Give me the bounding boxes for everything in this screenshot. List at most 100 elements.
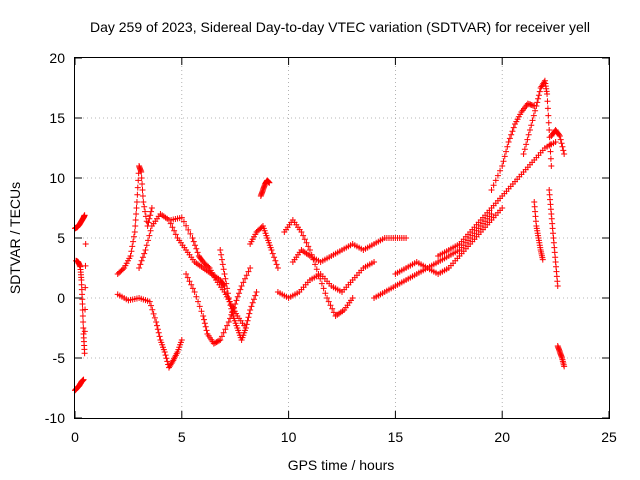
data-point [227, 302, 234, 309]
data-point [156, 333, 163, 340]
data-point [82, 262, 89, 269]
series-arc-w [554, 343, 568, 370]
data-point [146, 298, 153, 305]
y-tick-label: 20 [49, 50, 65, 66]
data-point [178, 337, 185, 343]
data-point [80, 319, 87, 325]
data-point [509, 128, 516, 135]
data-point [541, 79, 548, 86]
data-point [138, 175, 145, 181]
data-point [161, 349, 168, 355]
data-point [225, 319, 232, 325]
data-point [327, 302, 334, 309]
data-point [147, 212, 154, 219]
grid-lines [75, 58, 609, 418]
data-point [488, 187, 495, 193]
data-point [129, 243, 136, 250]
data-point [218, 256, 225, 263]
data-point [183, 222, 190, 229]
data-point [349, 295, 356, 301]
data-point [559, 143, 566, 150]
plot-frame [74, 57, 610, 419]
data-point [226, 298, 233, 305]
data-point [221, 271, 228, 277]
data-point [253, 289, 260, 295]
data-point [228, 305, 235, 312]
data-point [148, 302, 155, 309]
data-point [222, 326, 229, 333]
data-point [219, 261, 226, 268]
data-point [143, 242, 150, 249]
data-point [146, 232, 153, 239]
data-point [133, 199, 140, 205]
data-point [162, 352, 169, 359]
series-arc-k [257, 177, 273, 199]
data-point [172, 231, 179, 238]
data-point [225, 295, 232, 301]
data-point [548, 163, 555, 169]
data-point [499, 205, 506, 211]
data-point [544, 105, 551, 112]
data-point [200, 313, 207, 319]
data-point [313, 266, 320, 273]
data-point [535, 95, 542, 102]
data-point [217, 337, 224, 343]
data-point [130, 233, 137, 240]
data-point [250, 296, 257, 303]
data-point [81, 212, 88, 219]
data-point [558, 140, 565, 147]
data-point [192, 242, 199, 249]
data-point [315, 271, 322, 277]
series-arc-c [73, 241, 89, 357]
data-point [268, 247, 275, 253]
data-point [131, 229, 138, 235]
y-tick-label: 15 [49, 110, 65, 126]
data-point [530, 112, 537, 119]
y-axis-label: SDTVAR / TECUs [7, 182, 23, 294]
series-arc-q [435, 139, 559, 259]
data-point [164, 358, 171, 365]
x-tick-label: 20 [494, 429, 510, 445]
data-point [492, 177, 499, 184]
data-point [80, 376, 87, 383]
series-arc-h [183, 265, 254, 347]
data-point [133, 211, 140, 217]
data-point [150, 310, 157, 317]
data-point [532, 107, 539, 114]
series-arc-d [114, 163, 155, 277]
data-point [214, 338, 221, 345]
data-point [202, 323, 209, 330]
data-point [547, 148, 554, 155]
y-tick-label: -5 [53, 350, 66, 366]
series-arc-r [488, 100, 538, 193]
data-point [510, 124, 517, 131]
data-point [128, 248, 135, 255]
data-point [189, 235, 196, 241]
data-point [269, 250, 276, 257]
series-arc-m [281, 217, 356, 319]
data-point [232, 301, 239, 307]
x-tick-label: 10 [281, 429, 297, 445]
data-point [81, 350, 88, 357]
data-point [544, 98, 551, 105]
data-point [244, 317, 251, 324]
data-point [322, 290, 329, 297]
data-point [135, 177, 142, 184]
data-point [224, 285, 231, 292]
data-point [544, 91, 551, 97]
data-point [154, 322, 161, 329]
data-point [556, 131, 563, 138]
x-tick-label: 5 [178, 429, 186, 445]
data-point [317, 275, 324, 282]
data-point [218, 251, 225, 258]
data-point [194, 249, 201, 256]
data-point [139, 181, 146, 187]
data-point [300, 232, 307, 239]
data-point [136, 265, 143, 271]
data-point [325, 298, 332, 305]
data-point [521, 146, 528, 153]
data-point [506, 135, 513, 142]
data-point [145, 237, 152, 244]
data-point [80, 325, 87, 331]
data-point [545, 119, 552, 126]
